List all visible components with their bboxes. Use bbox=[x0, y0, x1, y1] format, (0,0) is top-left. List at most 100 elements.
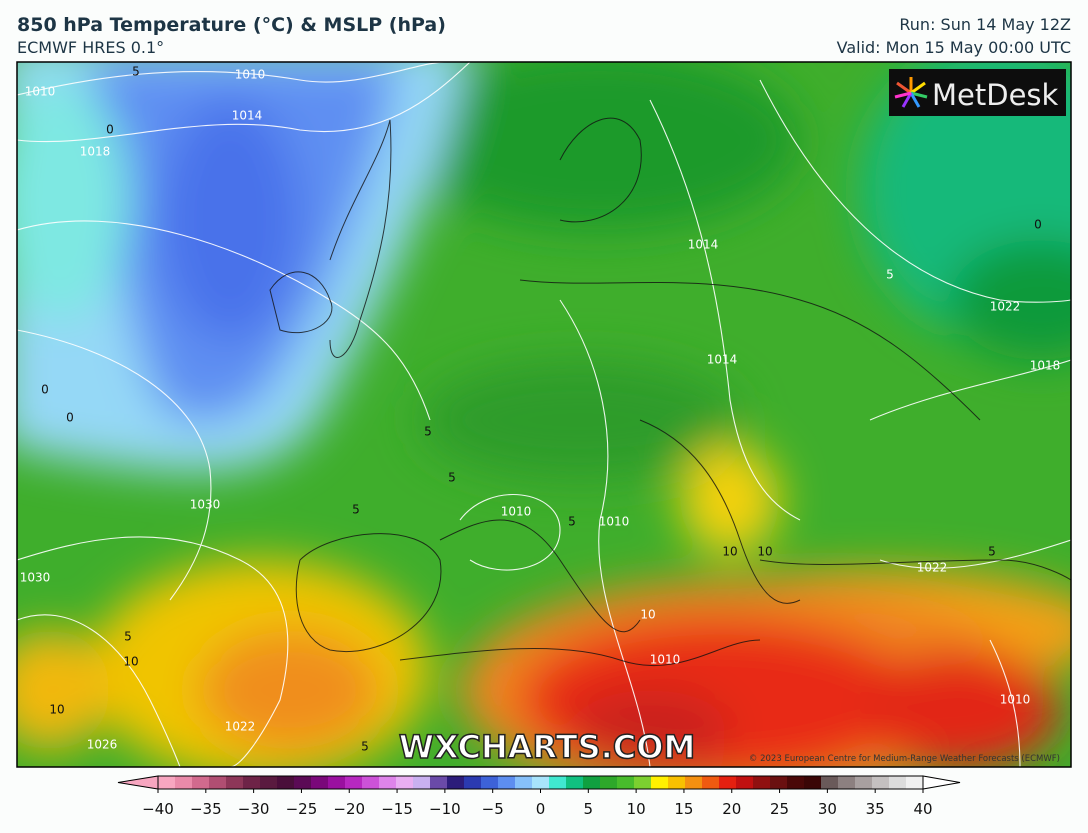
colorbar-swatch bbox=[430, 776, 448, 789]
colorbar-swatch bbox=[192, 776, 210, 789]
colorbar-swatch bbox=[209, 776, 227, 789]
colorbar-swatch bbox=[226, 776, 244, 789]
colorbar-swatch bbox=[294, 776, 312, 789]
subtitle: ECMWF HRES 0.1° bbox=[17, 38, 165, 57]
colorbar-swatch bbox=[311, 776, 329, 789]
contour-label: 1022 bbox=[917, 561, 948, 575]
contour-label: 1010 bbox=[599, 515, 630, 529]
colorbar-swatch bbox=[481, 776, 499, 789]
colorbar: −40 −35 −30 −25 −20 −15 −10 −5 0 5 10 15 20 25 30 35 40 bbox=[117, 775, 961, 818]
contour-label: 5 bbox=[448, 471, 456, 485]
colorbar-swatch bbox=[651, 776, 669, 789]
contour-label: 1010 bbox=[650, 653, 681, 667]
contour-label: 1010 bbox=[1000, 693, 1031, 707]
colorbar-swatch bbox=[634, 776, 652, 789]
isobars bbox=[17, 62, 1071, 767]
contour-label: 10 bbox=[757, 545, 772, 559]
contour-label: 1018 bbox=[1030, 359, 1061, 373]
contour-label: 1010 bbox=[501, 505, 532, 519]
contour-label: 10 bbox=[49, 703, 64, 717]
contour-label: 5 bbox=[361, 740, 369, 754]
colorbar-swatch bbox=[566, 776, 584, 789]
colorbar-swatch bbox=[753, 776, 771, 789]
colorbar-swatch bbox=[872, 776, 890, 789]
colorbar-swatch bbox=[362, 776, 380, 789]
contour-label: 1030 bbox=[190, 498, 221, 512]
contour-label: 10 bbox=[722, 545, 737, 559]
colorbar-tick-label: 5 bbox=[584, 800, 594, 818]
contour-label: 1010 bbox=[235, 68, 266, 82]
contour-label: 5 bbox=[124, 630, 132, 644]
colorbar-swatch bbox=[515, 776, 533, 789]
coastlines bbox=[269, 117, 1071, 666]
colorbar-tick-label: 40 bbox=[913, 800, 932, 818]
colorbar-swatch bbox=[464, 776, 482, 789]
colorbar-tick-label: −10 bbox=[429, 800, 461, 818]
contour-label: 5 bbox=[352, 503, 360, 517]
colorbar-swatch bbox=[158, 776, 176, 789]
colorbar-swatch bbox=[277, 776, 295, 789]
colorbar-swatch bbox=[498, 776, 516, 789]
contour-label: 1026 bbox=[87, 738, 118, 752]
colorbar-tick-label: 35 bbox=[866, 800, 885, 818]
colorbar-swatch bbox=[702, 776, 720, 789]
colorbar-swatch bbox=[379, 776, 397, 789]
contour-label: 10 bbox=[640, 608, 655, 622]
contour-label: 1014 bbox=[232, 109, 263, 123]
colorbar-tick-label: −25 bbox=[286, 800, 318, 818]
colorbar-tick-label: −15 bbox=[381, 800, 413, 818]
colorbar-tick-label: −30 bbox=[238, 800, 270, 818]
logo-icon bbox=[894, 77, 928, 108]
contour-label: 5 bbox=[988, 545, 996, 559]
colorbar-swatch bbox=[804, 776, 822, 789]
run-time: Run: Sun 14 May 12Z bbox=[899, 15, 1071, 34]
colorbar-swatch bbox=[583, 776, 601, 789]
contour-label: 0 bbox=[66, 411, 74, 425]
contour-label: 5 bbox=[424, 425, 432, 439]
colorbar-tick-label: −35 bbox=[190, 800, 222, 818]
logo-text: MetDesk bbox=[932, 78, 1059, 112]
colorbar-swatch bbox=[243, 776, 261, 789]
contour-label: 1030 bbox=[20, 571, 51, 585]
contour-label: 0 bbox=[1034, 218, 1042, 232]
contour-label: 5 bbox=[132, 65, 140, 79]
colorbar-tick-label: 0 bbox=[536, 800, 546, 818]
colorbar-swatch bbox=[532, 776, 550, 789]
colorbar-swatch bbox=[175, 776, 193, 789]
colorbar-swatch bbox=[413, 776, 431, 789]
colorbar-swatch bbox=[855, 776, 873, 789]
valid-time: Valid: Mon 15 May 00:00 UTC bbox=[836, 38, 1071, 57]
colorbar-swatch bbox=[617, 776, 635, 789]
contour-label: 1018 bbox=[80, 145, 111, 159]
colorbar-swatch bbox=[736, 776, 754, 789]
contour-label: 0 bbox=[106, 123, 114, 137]
contour-label: 10 bbox=[123, 655, 138, 669]
colorbar-arrow-right bbox=[922, 775, 961, 790]
contour-label: 5 bbox=[568, 515, 576, 529]
contour-label: 1022 bbox=[990, 300, 1021, 314]
colorbar-tick-label: 10 bbox=[627, 800, 646, 818]
logo-box bbox=[889, 69, 1066, 116]
colorbar-swatch bbox=[549, 776, 567, 789]
colorbar-tick-label: 25 bbox=[770, 800, 789, 818]
colorbar-tick-label: 20 bbox=[722, 800, 741, 818]
colorbar-tick-label: 30 bbox=[818, 800, 837, 818]
map-frame bbox=[16, 61, 1072, 768]
title: 850 hPa Temperature (°C) & MSLP (hPa) bbox=[17, 14, 446, 36]
colorbar-swatch bbox=[838, 776, 856, 789]
contour-label: 0 bbox=[41, 383, 49, 397]
colorbar-swatch bbox=[396, 776, 414, 789]
colorbar-swatch bbox=[345, 776, 363, 789]
colorbar-swatch bbox=[906, 776, 924, 789]
colorbar-arrow-left bbox=[117, 775, 159, 790]
colorbar-swatch bbox=[668, 776, 686, 789]
colorbar-tick-label: 15 bbox=[674, 800, 693, 818]
colorbar-tick-label: −20 bbox=[333, 800, 365, 818]
colorbar-swatch bbox=[889, 776, 907, 789]
colorbar-swatch bbox=[447, 776, 465, 789]
colorbar-swatch bbox=[260, 776, 278, 789]
